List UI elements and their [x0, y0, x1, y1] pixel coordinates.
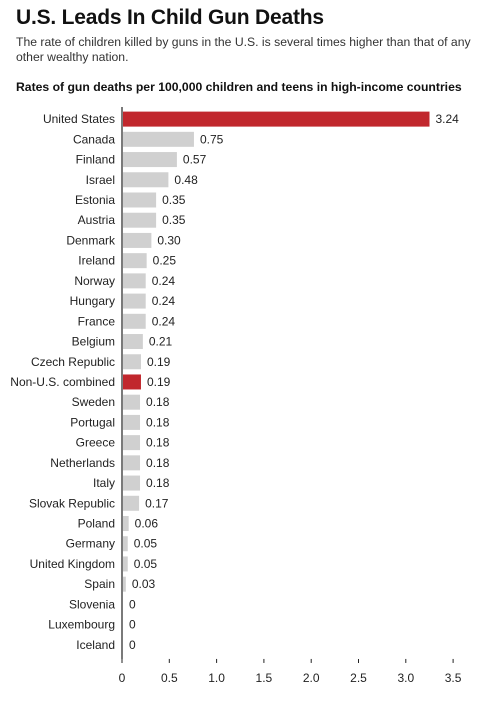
bar — [123, 495, 140, 511]
category-label: Canada — [73, 132, 115, 146]
chart-title: U.S. Leads In Child Gun Deaths — [16, 6, 324, 29]
bar — [123, 516, 129, 532]
category-label: Netherlands — [50, 456, 115, 470]
category-label: Finland — [76, 153, 115, 167]
category-label: Hungary — [70, 294, 115, 308]
value-label: 0.57 — [183, 153, 207, 167]
bar — [123, 111, 430, 127]
value-label: 0.05 — [134, 557, 158, 571]
x-tick-label: 2.0 — [303, 671, 320, 685]
chart-heading: Rates of gun deaths per 100,000 children… — [16, 80, 462, 94]
value-label: 0 — [129, 638, 136, 652]
x-tick-label: 0.5 — [161, 671, 178, 685]
value-label: 0.24 — [152, 314, 176, 328]
bar — [123, 414, 141, 430]
bar — [123, 556, 128, 572]
value-label: 0.75 — [200, 132, 224, 146]
bar — [123, 354, 141, 370]
category-label: Spain — [84, 577, 115, 591]
bar — [123, 576, 126, 592]
bar — [123, 152, 177, 168]
category-label: France — [78, 314, 116, 328]
value-label: 0.35 — [162, 213, 186, 227]
category-label: Estonia — [75, 193, 115, 207]
x-tick-label: 0 — [119, 671, 126, 685]
bar — [123, 172, 169, 188]
chart-subtitle: The rate of children killed by guns in t… — [16, 35, 471, 64]
bar — [123, 293, 146, 309]
value-label: 0.25 — [153, 254, 177, 268]
value-label: 0 — [129, 618, 136, 632]
bar — [123, 313, 146, 329]
category-label: Slovak Republic — [29, 496, 115, 510]
value-label: 0.30 — [157, 233, 181, 247]
value-label: 0.05 — [134, 537, 158, 551]
value-label: 0.06 — [135, 517, 159, 531]
bar — [123, 394, 141, 410]
value-label: 0.18 — [146, 415, 170, 429]
value-label: 0.03 — [132, 577, 156, 591]
category-label: Belgium — [72, 335, 115, 349]
value-label: 0.18 — [146, 436, 170, 450]
category-label: Sweden — [72, 395, 115, 409]
bar — [123, 212, 157, 228]
value-label: 0.35 — [162, 193, 186, 207]
x-tick-label: 3.0 — [397, 671, 414, 685]
x-tick-label: 2.5 — [350, 671, 367, 685]
bar — [123, 334, 143, 350]
category-label: Poland — [78, 517, 115, 531]
category-label: Greece — [76, 436, 116, 450]
bar — [123, 455, 141, 471]
category-label: Non-U.S. combined — [10, 375, 115, 389]
category-label: Ireland — [78, 254, 115, 268]
value-label: 0.24 — [152, 294, 176, 308]
bar — [123, 273, 146, 289]
bar — [123, 435, 141, 451]
value-label: 0.18 — [146, 476, 170, 490]
value-label: 3.24 — [436, 112, 460, 126]
value-label: 0.18 — [146, 456, 170, 470]
bar — [123, 475, 141, 491]
bar — [123, 374, 141, 390]
value-label: 0.24 — [152, 274, 176, 288]
value-label: 0.17 — [145, 496, 169, 510]
category-label: Slovenia — [69, 597, 115, 611]
category-label: Germany — [66, 537, 115, 551]
category-label: United States — [43, 112, 115, 126]
category-label: Italy — [93, 476, 115, 490]
category-label: Luxembourg — [48, 618, 115, 632]
category-label: Czech Republic — [31, 355, 115, 369]
category-label: United Kingdom — [30, 557, 115, 571]
bar — [123, 232, 152, 248]
value-label: 0.19 — [147, 375, 171, 389]
value-label: 0.18 — [146, 395, 170, 409]
bar — [123, 253, 147, 269]
value-label: 0.48 — [174, 173, 198, 187]
category-label: Portugal — [70, 415, 115, 429]
bar — [123, 192, 157, 208]
category-label: Denmark — [66, 233, 116, 247]
bar — [123, 536, 128, 552]
value-label: 0 — [129, 597, 136, 611]
x-tick-label: 1.0 — [208, 671, 225, 685]
category-label: Austria — [78, 213, 116, 227]
value-label: 0.21 — [149, 335, 173, 349]
x-tick-label: 3.5 — [445, 671, 462, 685]
x-tick-label: 1.5 — [256, 671, 273, 685]
category-label: Iceland — [76, 638, 115, 652]
value-label: 0.19 — [147, 355, 171, 369]
category-label: Israel — [86, 173, 115, 187]
category-label: Norway — [74, 274, 115, 288]
bar — [123, 131, 194, 147]
